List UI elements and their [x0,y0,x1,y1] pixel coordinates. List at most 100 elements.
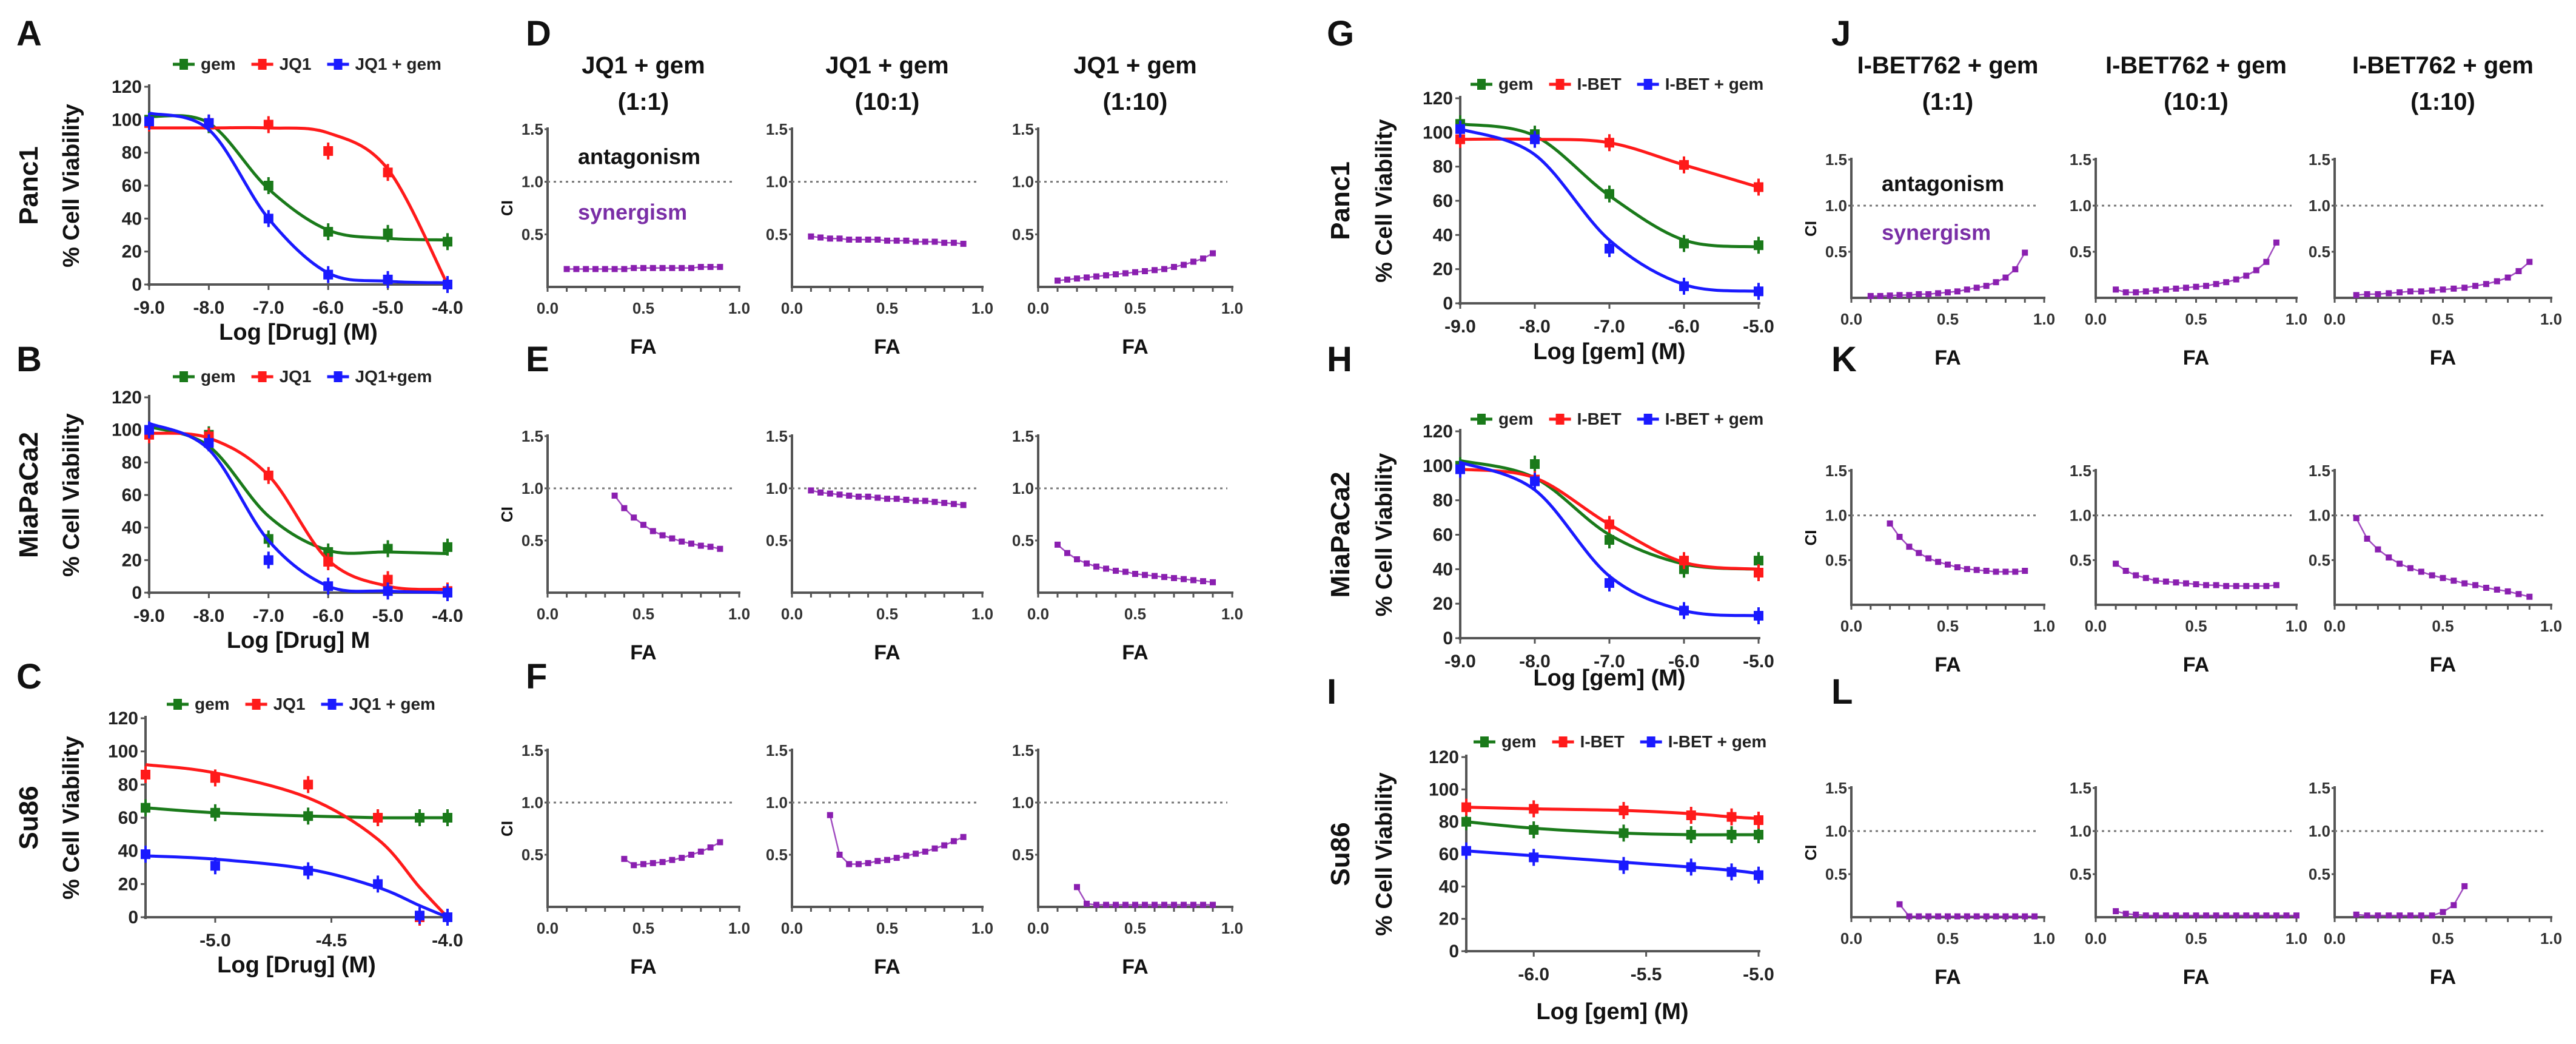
antagonism-label: antagonism [578,144,700,169]
ci-point [2113,908,2119,915]
y-axis-label: % Cell Viability [1372,772,1397,936]
y-axis-label: CI [498,821,516,837]
data-point-bet [303,780,314,790]
data-point-bet [141,769,150,780]
ci-point [688,541,694,547]
data-point-bet [263,120,273,130]
y-tick-label: 60 [122,485,142,505]
subplot-title: JQ1 + gem [825,52,948,79]
ci-point [874,858,881,864]
data-point-bet [263,470,273,480]
legend-label: I-BET [1580,732,1625,751]
ci-point [2461,883,2468,889]
x-axis-label: FA [2430,346,2456,369]
ci-point [2353,515,2360,522]
ci-point [1993,568,1999,575]
ci-point [2213,912,2219,919]
data-point-gem [263,181,273,190]
ci-point [1113,567,1119,574]
x-axis-label: FA [630,335,656,359]
subplot-K-1: 0.5 1.0 1.5 0.0 0.5 1.0 FA [1825,462,2055,676]
ci-point [1945,913,1951,920]
data-point-gem [1679,564,1689,574]
ci-point [2364,912,2370,919]
y-tick-label: 120 [108,709,138,729]
ci-point [2407,288,2413,295]
fit-curve-gem [145,806,448,820]
row-label: MiaPaCa2 [14,432,44,558]
ci-point [669,535,676,542]
subplot-ratio: (1:1) [1922,89,1973,115]
data-point-combo [383,274,393,285]
ci-point [2293,912,2299,919]
x-axis-label: FA [874,955,900,978]
x-tick-label: 1.0 [2540,617,2562,635]
ci-point [1954,913,1961,920]
data-point-combo [383,586,393,596]
y-tick-label: 1.0 [766,173,788,191]
x-tick-label: 0.0 [1027,605,1049,623]
ci-point [1925,913,1932,920]
subplot-title: I-BET762 + gem [2352,52,2534,79]
panel-L: L CI 0.5 1.0 1.5 0.0 0.5 1.0 FA 0.5 1.0 1.5 0.0 0.5 1.… [1802,672,2562,989]
ci-point [893,855,900,861]
x-axis-label: FA [630,955,656,978]
ci-point [669,264,676,271]
subplot-ratio: (1:10) [2410,89,2475,115]
data-point-combo [303,866,314,876]
fit-curve-combo [145,854,448,919]
x-tick-label: 0.5 [2185,929,2207,948]
ci-point [1055,541,1061,548]
panel-letter: H [1327,340,1352,379]
y-tick-label: 100 [108,742,138,762]
ci-point [563,266,570,272]
ci-point [1113,271,1119,278]
data-point-bet [383,574,393,585]
ci-point [913,238,919,245]
ci-point [2022,249,2028,256]
ci-point [583,266,589,272]
data-point-gem [383,228,393,238]
y-tick-label: 1.0 [522,793,543,812]
x-tick-label: 0.5 [632,605,654,623]
x-tick-label: 0.5 [2432,929,2454,948]
ci-point [1161,574,1167,581]
x-axis-label: FA [630,641,656,664]
ci-point [688,852,694,858]
ci-point [1190,258,1196,265]
data-point-combo [1726,867,1737,877]
y-axis-label: CI [1802,221,1820,237]
ci-point [602,266,608,272]
ci-point [640,522,646,528]
ci-point [2526,593,2533,600]
ci-point [903,496,910,503]
y-tick-label: 60 [1439,844,1459,864]
ci-point [827,812,833,818]
data-point-gem [383,544,393,554]
ci-point [1142,268,1148,274]
x-tick-label: -5.0 [1743,965,1774,985]
ci-point [2440,286,2446,293]
x-tick-label: 0.0 [537,299,558,317]
ci-point [2142,574,2149,581]
x-tick-label: 1.0 [2286,310,2307,328]
x-tick-label: -5.0 [1743,652,1774,672]
panel-letter: E [526,340,549,379]
ci-point [640,264,646,271]
x-tick-label: -5.0 [1743,317,1774,337]
y-tick-label: 0.5 [766,531,788,550]
x-tick-label: 1.0 [728,299,750,317]
ci-point [1190,901,1196,908]
ci-point [1084,274,1090,281]
ci-point [2253,583,2259,590]
ci-point [2273,912,2279,919]
ci-point [1925,555,1932,562]
x-tick-label: 1.0 [728,605,750,623]
ci-point [679,855,685,861]
ci-point [2472,283,2479,289]
fit-curve-bet [149,431,448,591]
ci-point [2243,583,2250,590]
ci-point [2253,912,2259,919]
y-axis-label: CI [498,200,516,216]
ci-point [679,264,685,271]
